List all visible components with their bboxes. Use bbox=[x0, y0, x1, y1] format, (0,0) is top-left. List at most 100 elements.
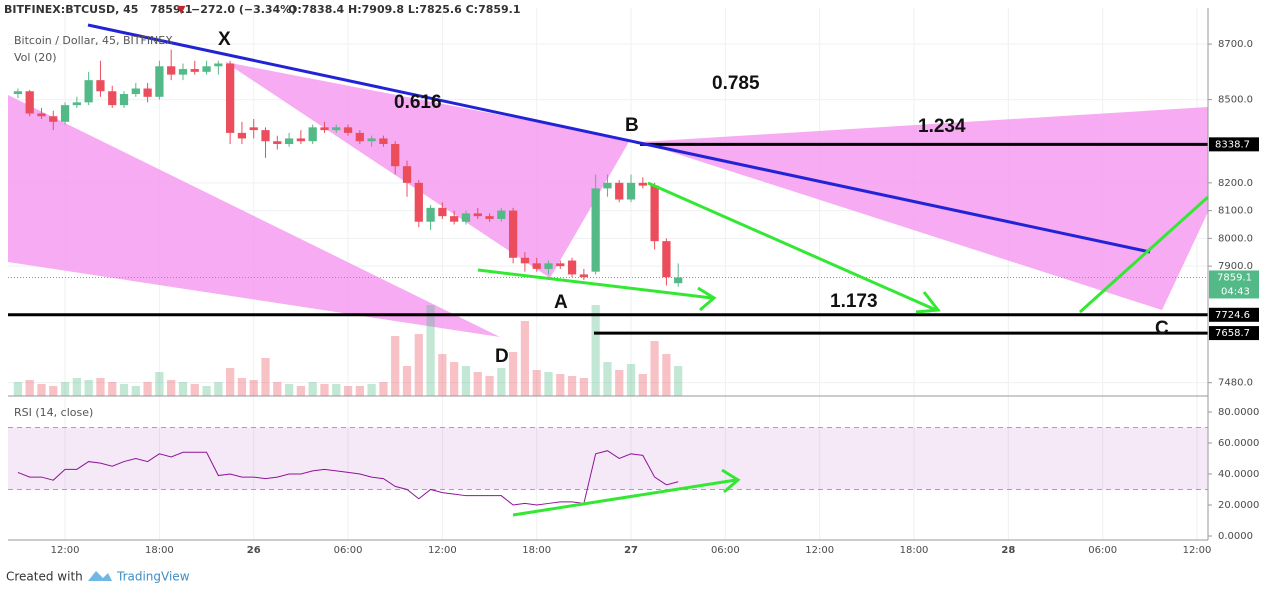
y-tick-label: 8100.0 bbox=[1218, 206, 1253, 217]
candle-body bbox=[402, 166, 412, 183]
volume-bar bbox=[178, 382, 188, 396]
trend-line bbox=[87, 23, 1151, 254]
volume-bar bbox=[131, 386, 140, 396]
candle-body bbox=[96, 80, 105, 92]
candle-body bbox=[296, 138, 306, 142]
volume-bar bbox=[72, 378, 81, 396]
x-tick-label: 12:00 bbox=[428, 545, 457, 556]
price-tag-label: 7724.6 bbox=[1215, 310, 1250, 321]
candle-body bbox=[426, 207, 435, 222]
candle-body bbox=[167, 66, 176, 75]
volume-bar bbox=[674, 366, 683, 396]
candle-body bbox=[603, 182, 612, 189]
candle-body bbox=[72, 102, 81, 106]
volume-bar bbox=[119, 384, 129, 396]
volume-bar bbox=[143, 382, 152, 396]
candle-body bbox=[508, 210, 518, 258]
candle-body bbox=[37, 113, 46, 117]
annotation: 1.173 bbox=[830, 291, 878, 312]
y-tick-label: 7480.0 bbox=[1218, 378, 1253, 389]
rsi-tick-label: 40.0000 bbox=[1218, 469, 1259, 480]
candle-body bbox=[143, 88, 152, 97]
volume-bar bbox=[438, 354, 447, 396]
candle-body bbox=[379, 138, 388, 144]
volume-bar bbox=[167, 380, 176, 396]
volume-bar bbox=[273, 382, 282, 396]
volume-bar bbox=[615, 370, 624, 396]
candle-body bbox=[49, 116, 58, 122]
volume-bar bbox=[662, 354, 671, 396]
price-tag bbox=[1209, 307, 1259, 322]
candle-body bbox=[473, 213, 482, 217]
volume-bar bbox=[520, 321, 530, 396]
pattern-bcd bbox=[640, 107, 1208, 310]
y-tick-label: 7900.0 bbox=[1218, 261, 1253, 272]
price-tag bbox=[1209, 326, 1259, 341]
x-tick-label: 06:00 bbox=[1088, 545, 1117, 556]
volume-bar bbox=[261, 358, 270, 396]
volume-bar bbox=[214, 382, 223, 396]
y-tick-label: 8200.0 bbox=[1218, 178, 1253, 189]
volume-bar bbox=[603, 362, 612, 396]
volume-bar bbox=[320, 384, 329, 396]
candle-body bbox=[579, 274, 588, 278]
price-tag-label: 7658.7 bbox=[1215, 328, 1250, 339]
volume-bar bbox=[190, 384, 199, 396]
candle-body bbox=[650, 185, 659, 242]
logo bbox=[88, 571, 112, 581]
ohlc: O:7838.4 H:7909.8 L:7825.6 C:7859.1 bbox=[288, 3, 521, 16]
x-tick-label: 12:00 bbox=[1183, 545, 1212, 556]
candle-body bbox=[284, 138, 294, 144]
candle-body bbox=[355, 132, 364, 142]
candle-body bbox=[190, 69, 199, 72]
volume-bar bbox=[49, 386, 58, 396]
annotation: X bbox=[218, 29, 231, 50]
candle-body bbox=[615, 182, 624, 200]
volume-bar bbox=[473, 372, 482, 396]
arrow bbox=[477, 268, 717, 312]
volume-label: Vol (20) bbox=[14, 51, 57, 64]
candle-body bbox=[273, 141, 282, 144]
volume-bar bbox=[450, 362, 459, 396]
volume-bar bbox=[25, 380, 34, 396]
candle-body bbox=[84, 80, 93, 103]
volume-bar bbox=[379, 382, 388, 396]
price-tag-label: 8338.7 bbox=[1215, 139, 1250, 150]
candle-body bbox=[131, 88, 140, 95]
candle-body bbox=[214, 63, 223, 67]
last-price: 7859.1 bbox=[150, 3, 192, 16]
rsi-label: RSI (14, close) bbox=[14, 406, 93, 419]
arrow bbox=[647, 181, 941, 314]
volume-bar bbox=[367, 384, 376, 396]
created-with: Created with bbox=[6, 570, 83, 584]
annotation: 0.616 bbox=[394, 92, 442, 113]
volume-bar bbox=[284, 384, 294, 396]
arrow bbox=[1078, 195, 1210, 314]
x-tick-label: 27 bbox=[624, 545, 638, 556]
candle-body bbox=[662, 241, 671, 278]
volume-bar bbox=[402, 366, 412, 396]
x-tick-label: 12:00 bbox=[51, 545, 80, 556]
candle-body bbox=[202, 66, 211, 72]
volume-bar bbox=[13, 382, 23, 396]
volume-bar bbox=[532, 370, 541, 396]
brand[interactable]: TradingView bbox=[116, 570, 190, 584]
candle-body bbox=[178, 69, 188, 75]
candle-body bbox=[567, 260, 577, 275]
candle-body bbox=[438, 207, 447, 217]
volume-bar bbox=[237, 378, 247, 396]
volume-bar bbox=[308, 382, 317, 396]
candle-body bbox=[497, 210, 506, 219]
volume-bar bbox=[426, 305, 435, 396]
candle-body bbox=[108, 91, 117, 106]
volume-bar bbox=[343, 386, 353, 396]
x-tick-label: 28 bbox=[1001, 545, 1015, 556]
volume-bar bbox=[332, 384, 341, 396]
annotation: 0.785 bbox=[712, 73, 760, 94]
rsi-band bbox=[8, 427, 1208, 490]
arrow bbox=[512, 468, 741, 517]
x-tick-label: 26 bbox=[247, 545, 261, 556]
candle-body bbox=[13, 91, 23, 95]
volume-bar bbox=[508, 352, 518, 396]
